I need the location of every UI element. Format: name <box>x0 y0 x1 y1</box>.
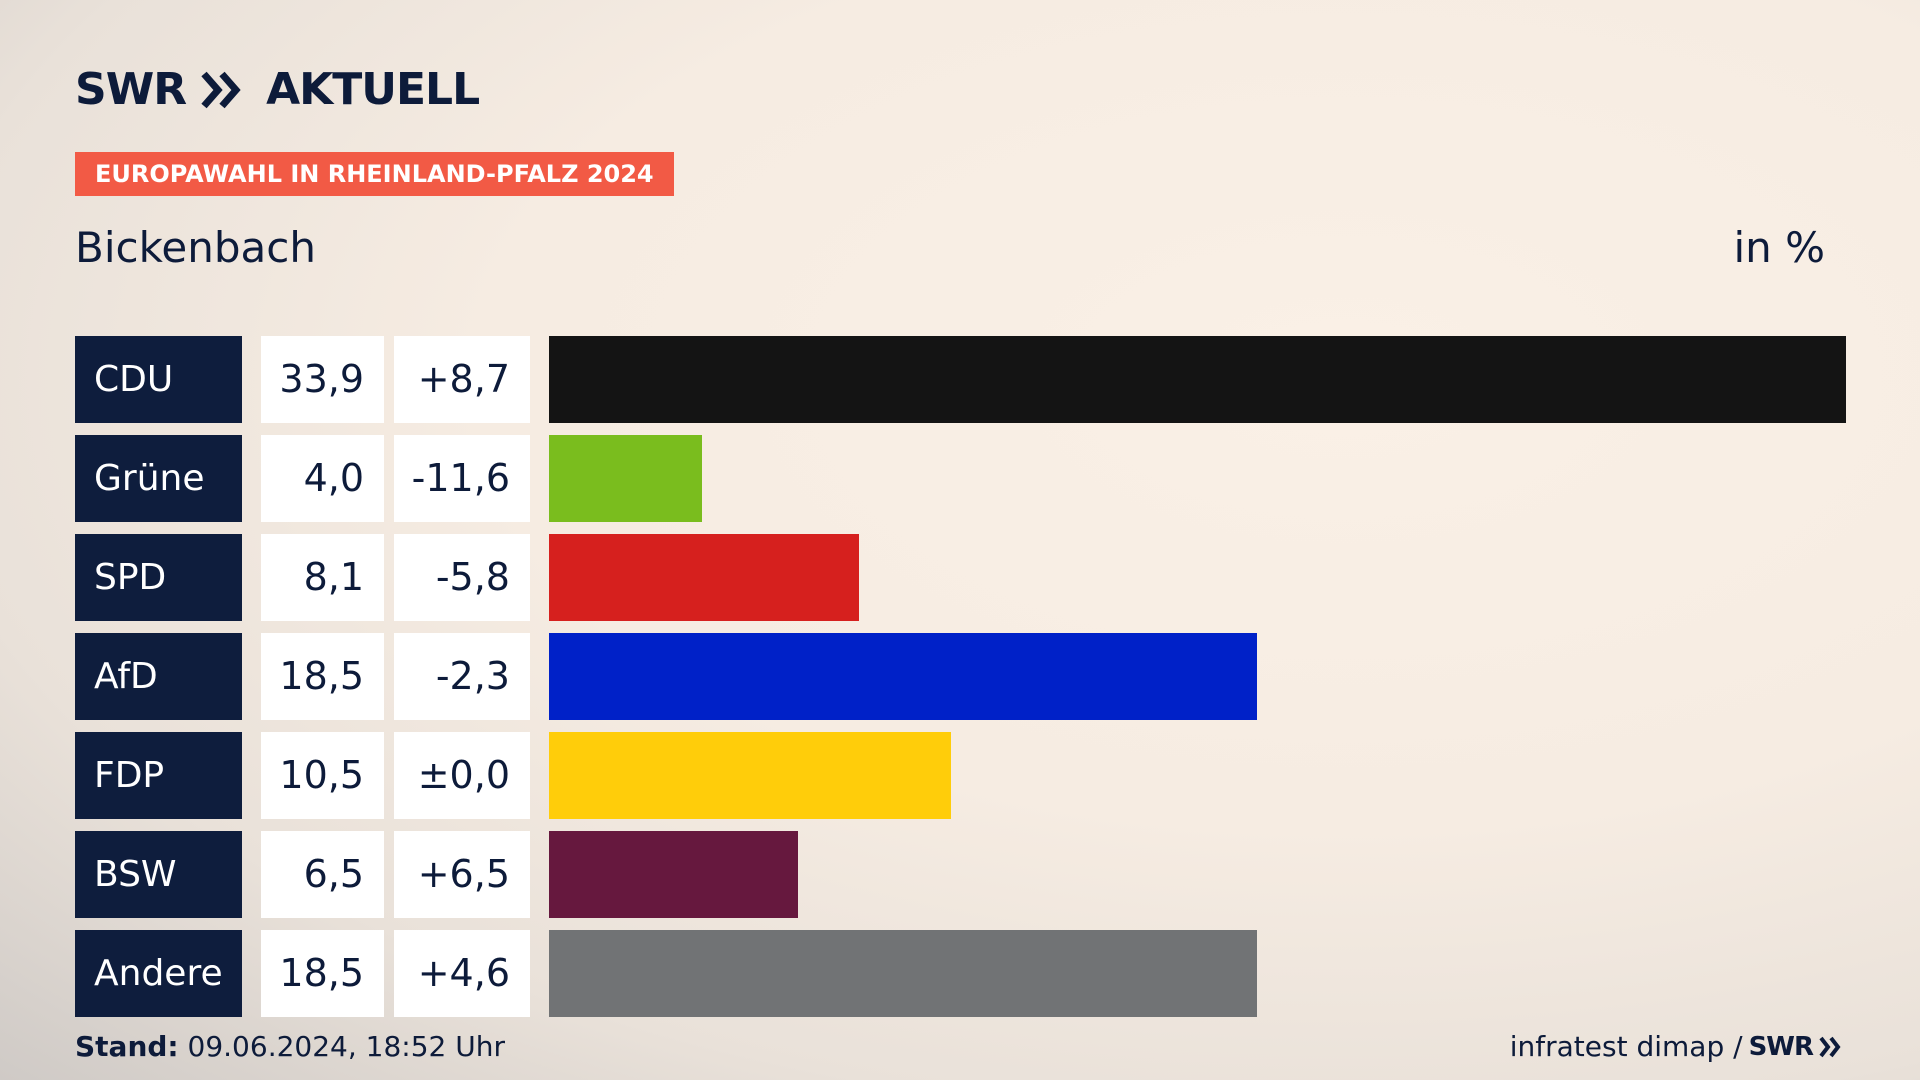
election-badge: EUROPAWAHL IN RHEINLAND-PFALZ 2024 <box>75 152 674 196</box>
party-label: SPD <box>75 534 242 621</box>
party-label: AfD <box>75 633 242 720</box>
party-label: Andere <box>75 930 242 1017</box>
diff-label: -2,3 <box>394 633 530 720</box>
source-text: infratest dimap / <box>1509 1030 1743 1063</box>
bar <box>549 336 1846 423</box>
stand-value: 09.06.2024, 18:52 Uhr <box>187 1030 505 1063</box>
stand-label: Stand: <box>75 1030 179 1063</box>
party-label: FDP <box>75 732 242 819</box>
diff-label: +4,6 <box>394 930 530 1017</box>
logo-swr-text: SWR <box>75 64 187 115</box>
timestamp: Stand: 09.06.2024, 18:52 Uhr <box>75 1030 505 1064</box>
party-label: Grüne <box>75 435 242 522</box>
bar <box>549 930 1257 1017</box>
double-chevron-small-icon <box>1819 1036 1841 1058</box>
party-label: CDU <box>75 336 242 423</box>
value-label: 33,9 <box>261 336 384 423</box>
value-label: 18,5 <box>261 930 384 1017</box>
value-label: 10,5 <box>261 732 384 819</box>
source-brand: SWR <box>1748 1032 1814 1062</box>
logo-aktuell-text: AKTUELL <box>266 64 480 115</box>
diff-label: -11,6 <box>394 435 530 522</box>
bar <box>549 435 702 522</box>
diff-label: +8,7 <box>394 336 530 423</box>
value-label: 8,1 <box>261 534 384 621</box>
source-credit: infratest dimap / SWR <box>1510 1030 1845 1064</box>
value-label: 18,5 <box>261 633 384 720</box>
bar <box>549 732 951 819</box>
place-title: Bickenbach <box>75 223 316 272</box>
unit-label: in % <box>1733 223 1825 272</box>
value-label: 6,5 <box>261 831 384 918</box>
swr-aktuell-logo: SWR AKTUELL <box>75 64 480 115</box>
diff-label: -5,8 <box>394 534 530 621</box>
double-chevron-icon <box>201 71 241 109</box>
bar <box>549 633 1257 720</box>
bar <box>549 831 798 918</box>
diff-label: ±0,0 <box>394 732 530 819</box>
value-label: 4,0 <box>261 435 384 522</box>
diff-label: +6,5 <box>394 831 530 918</box>
bar <box>549 534 859 621</box>
party-label: BSW <box>75 831 242 918</box>
